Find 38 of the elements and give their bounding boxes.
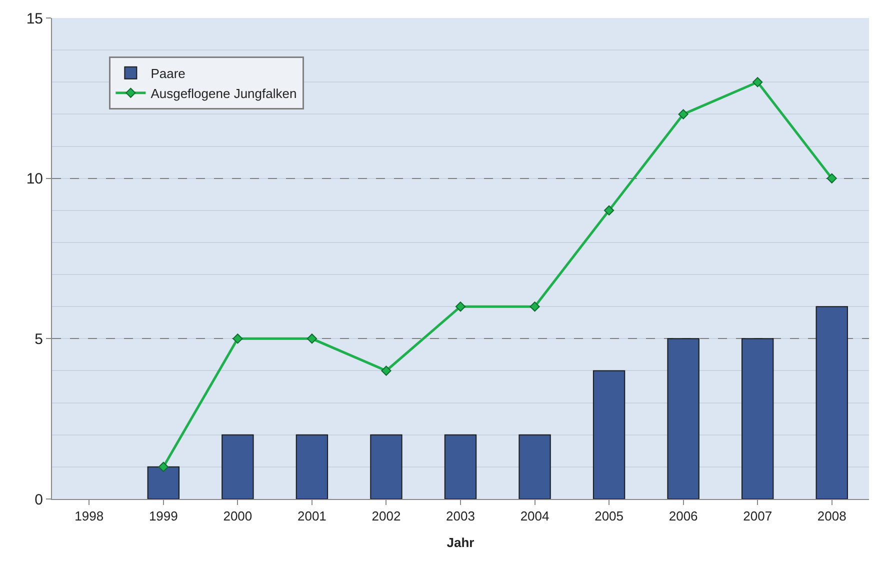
y-tick-label: 0 <box>34 491 43 508</box>
x-tick-label: 2000 <box>223 508 252 524</box>
point <box>232 334 243 344</box>
bar <box>741 338 774 499</box>
point <box>826 173 837 184</box>
x-tick-label: 2001 <box>297 508 326 524</box>
x-tick-label: 2007 <box>743 508 772 524</box>
x-tick-label: 2008 <box>817 508 846 524</box>
point <box>381 366 392 376</box>
bar <box>667 338 700 499</box>
legend-label: Ausgeflogene Jungfalken <box>150 86 297 101</box>
y-tick-label: 15 <box>26 10 43 28</box>
bar <box>518 434 551 499</box>
y-tick-label: 5 <box>34 330 43 348</box>
x-tick-label: 1998 <box>74 508 104 524</box>
bar <box>444 434 477 499</box>
y-tick-label: 10 <box>26 170 43 188</box>
x-axis-title: Jahr <box>446 535 474 550</box>
x-tick-label: 2006 <box>668 508 698 524</box>
point <box>678 109 688 120</box>
bar <box>222 434 254 499</box>
x-tick-label: 1999 <box>148 508 178 524</box>
legend-label: Paare <box>150 66 186 81</box>
x-tick-label: 2003 <box>446 508 475 524</box>
x-tick-label: 2004 <box>520 508 550 524</box>
x-tick-label: 2005 <box>594 508 624 524</box>
point <box>158 462 168 472</box>
point <box>604 205 614 216</box>
point <box>455 302 466 312</box>
point <box>752 77 763 88</box>
bar <box>370 434 402 499</box>
bar <box>592 370 626 499</box>
point <box>530 302 540 312</box>
bar <box>816 306 848 499</box>
bar <box>147 466 180 499</box>
point <box>306 334 317 344</box>
x-tick-label: 2002 <box>372 508 401 524</box>
bar <box>296 434 328 499</box>
